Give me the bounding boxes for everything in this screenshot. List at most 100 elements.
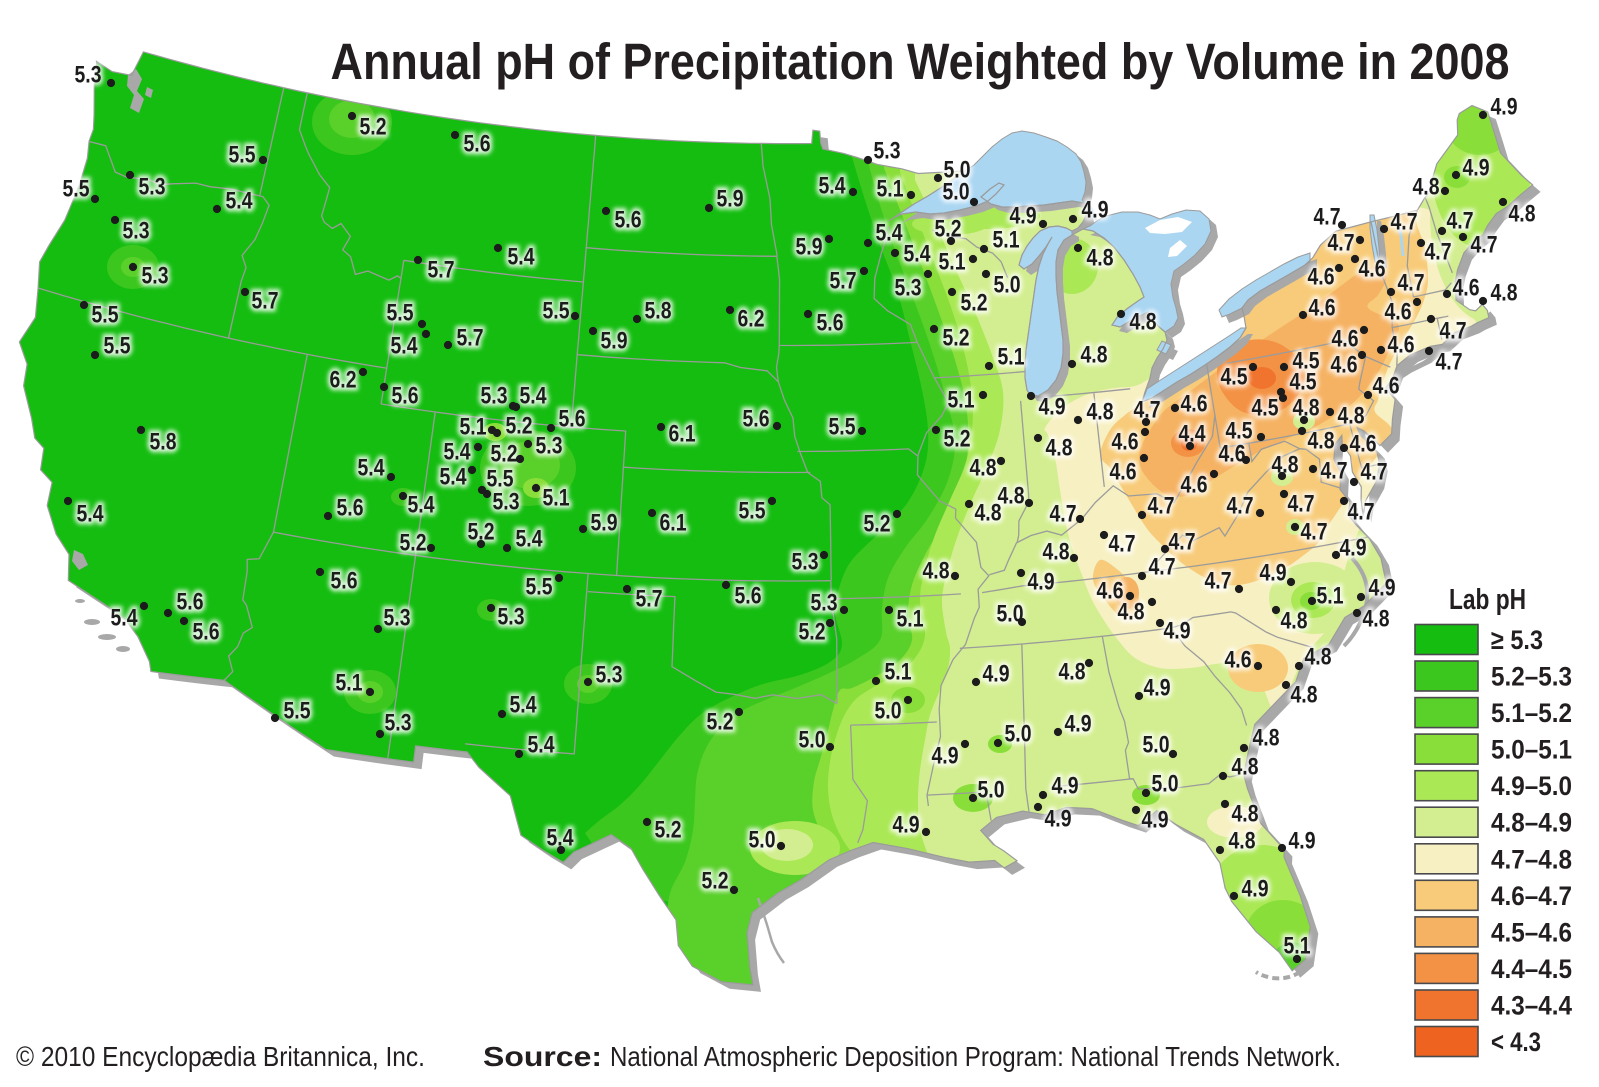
- svg-text:4.9: 4.9: [1052, 773, 1079, 800]
- svg-text:4.7: 4.7: [1148, 493, 1175, 520]
- svg-text:4.8: 4.8: [1087, 399, 1114, 426]
- svg-text:4.8: 4.8: [1291, 682, 1318, 709]
- svg-text:4.7: 4.7: [1314, 204, 1341, 231]
- svg-text:4.6: 4.6: [1359, 256, 1386, 283]
- svg-text:4.8: 4.8: [1087, 399, 1114, 426]
- svg-text:5.3: 5.3: [895, 275, 922, 302]
- svg-text:5.0: 5.0: [944, 157, 971, 184]
- svg-text:5.7: 5.7: [457, 325, 484, 352]
- svg-text:5.0: 5.0: [1005, 721, 1032, 748]
- svg-text:5.4: 5.4: [408, 492, 435, 519]
- svg-text:4.7: 4.7: [1050, 501, 1077, 528]
- svg-text:5.0–5.1: 5.0–5.1: [1491, 735, 1572, 765]
- svg-text:4.9: 4.9: [1242, 876, 1269, 903]
- svg-text:5.5: 5.5: [543, 298, 570, 325]
- svg-text:4.8: 4.8: [1118, 599, 1145, 626]
- svg-text:5.5: 5.5: [63, 176, 90, 203]
- svg-text:5.5: 5.5: [543, 298, 570, 325]
- svg-text:4.8: 4.8: [970, 455, 997, 482]
- svg-text:4.7: 4.7: [1471, 232, 1498, 259]
- svg-text:4.6: 4.6: [1359, 256, 1386, 283]
- svg-text:5.1: 5.1: [336, 670, 363, 697]
- svg-text:5.5: 5.5: [829, 414, 856, 441]
- svg-text:5.8: 5.8: [645, 298, 672, 325]
- svg-text:5.3: 5.3: [139, 174, 166, 201]
- svg-text:5.0: 5.0: [749, 827, 776, 854]
- svg-text:4.9: 4.9: [1045, 806, 1072, 833]
- svg-text:5.0: 5.0: [1143, 732, 1170, 759]
- svg-text:5.3: 5.3: [481, 383, 508, 410]
- svg-text:4.7: 4.7: [1425, 239, 1452, 266]
- svg-text:4.6: 4.6: [1110, 459, 1137, 486]
- svg-text:4.8: 4.8: [1509, 201, 1536, 228]
- svg-text:5.9: 5.9: [601, 328, 628, 355]
- svg-text:4.7: 4.7: [1391, 209, 1418, 236]
- svg-text:4.7: 4.7: [1205, 568, 1232, 595]
- svg-text:4.9: 4.9: [1144, 675, 1171, 702]
- svg-text:4.7: 4.7: [1149, 554, 1176, 581]
- svg-text:5.1: 5.1: [877, 176, 904, 203]
- svg-text:4.8: 4.8: [1232, 754, 1259, 781]
- svg-text:4.6: 4.6: [1097, 578, 1124, 605]
- svg-text:5.2: 5.2: [961, 290, 988, 317]
- svg-text:4.9: 4.9: [1463, 155, 1490, 182]
- svg-text:4.9: 4.9: [1491, 94, 1518, 121]
- svg-text:5.3: 5.3: [385, 710, 412, 737]
- svg-text:4.5: 4.5: [1226, 418, 1253, 445]
- svg-text:5.5: 5.5: [829, 414, 856, 441]
- svg-text:5.1: 5.1: [939, 249, 966, 276]
- svg-text:5.4: 5.4: [391, 333, 418, 360]
- svg-text:5.2: 5.2: [864, 511, 891, 538]
- svg-text:5.0: 5.0: [1005, 721, 1032, 748]
- svg-text:5.3: 5.3: [792, 549, 819, 576]
- svg-text:4.5: 4.5: [1293, 348, 1320, 375]
- svg-text:4.7–4.8: 4.7–4.8: [1491, 844, 1572, 874]
- svg-text:4.8: 4.8: [970, 455, 997, 482]
- svg-text:Lab pH: Lab pH: [1449, 584, 1526, 616]
- svg-text:5.4: 5.4: [516, 526, 543, 553]
- svg-text:4.9: 4.9: [893, 812, 920, 839]
- svg-text:4.8: 4.8: [1229, 828, 1256, 855]
- svg-text:4.8: 4.8: [923, 558, 950, 585]
- svg-text:4.5: 4.5: [1290, 369, 1317, 396]
- svg-text:4.9: 4.9: [1369, 575, 1396, 602]
- svg-text:5.4: 5.4: [520, 383, 547, 410]
- svg-text:4.6: 4.6: [1373, 373, 1400, 400]
- svg-text:6.1: 6.1: [669, 421, 696, 448]
- svg-text:5.2: 5.2: [468, 519, 495, 546]
- svg-text:5.0: 5.0: [978, 777, 1005, 804]
- svg-text:5.2: 5.2: [943, 325, 970, 352]
- svg-text:4.8: 4.8: [1081, 342, 1108, 369]
- svg-text:5.3: 5.3: [481, 383, 508, 410]
- svg-text:4.6: 4.6: [1453, 275, 1480, 302]
- svg-text:4.8: 4.8: [1272, 452, 1299, 479]
- svg-text:5.3: 5.3: [811, 590, 838, 617]
- svg-text:5.3: 5.3: [536, 433, 563, 460]
- svg-text:5.4: 5.4: [440, 464, 467, 491]
- svg-text:5.1: 5.1: [460, 414, 487, 441]
- svg-text:5.5: 5.5: [487, 466, 514, 493]
- svg-text:5.3: 5.3: [874, 138, 901, 165]
- svg-text:5.5: 5.5: [487, 466, 514, 493]
- svg-text:5.7: 5.7: [428, 257, 455, 284]
- svg-text:4.7: 4.7: [1109, 531, 1136, 558]
- svg-text:4.6: 4.6: [1350, 431, 1377, 458]
- svg-text:4.8: 4.8: [1059, 659, 1086, 686]
- svg-text:5.4: 5.4: [358, 455, 385, 482]
- svg-text:4.6: 4.6: [1112, 429, 1139, 456]
- svg-text:4.8: 4.8: [1229, 828, 1256, 855]
- svg-text:5.2: 5.2: [655, 817, 682, 844]
- svg-text:5.9: 5.9: [717, 186, 744, 213]
- svg-text:4.8: 4.8: [1130, 309, 1157, 336]
- svg-text:5.6: 5.6: [817, 310, 844, 337]
- svg-text:5.9: 5.9: [601, 328, 628, 355]
- svg-text:5.6: 5.6: [615, 207, 642, 234]
- svg-text:© 2010 Encyclopædia Britannica: © 2010 Encyclopædia Britannica, Inc.: [16, 1041, 425, 1072]
- svg-text:5.4: 5.4: [508, 244, 535, 271]
- svg-text:4.9: 4.9: [1144, 675, 1171, 702]
- svg-text:4.9: 4.9: [932, 743, 959, 770]
- svg-text:5.1: 5.1: [336, 670, 363, 697]
- svg-text:5.5: 5.5: [104, 333, 131, 360]
- svg-text:5.4: 5.4: [444, 439, 471, 466]
- svg-text:5.0: 5.0: [994, 272, 1021, 299]
